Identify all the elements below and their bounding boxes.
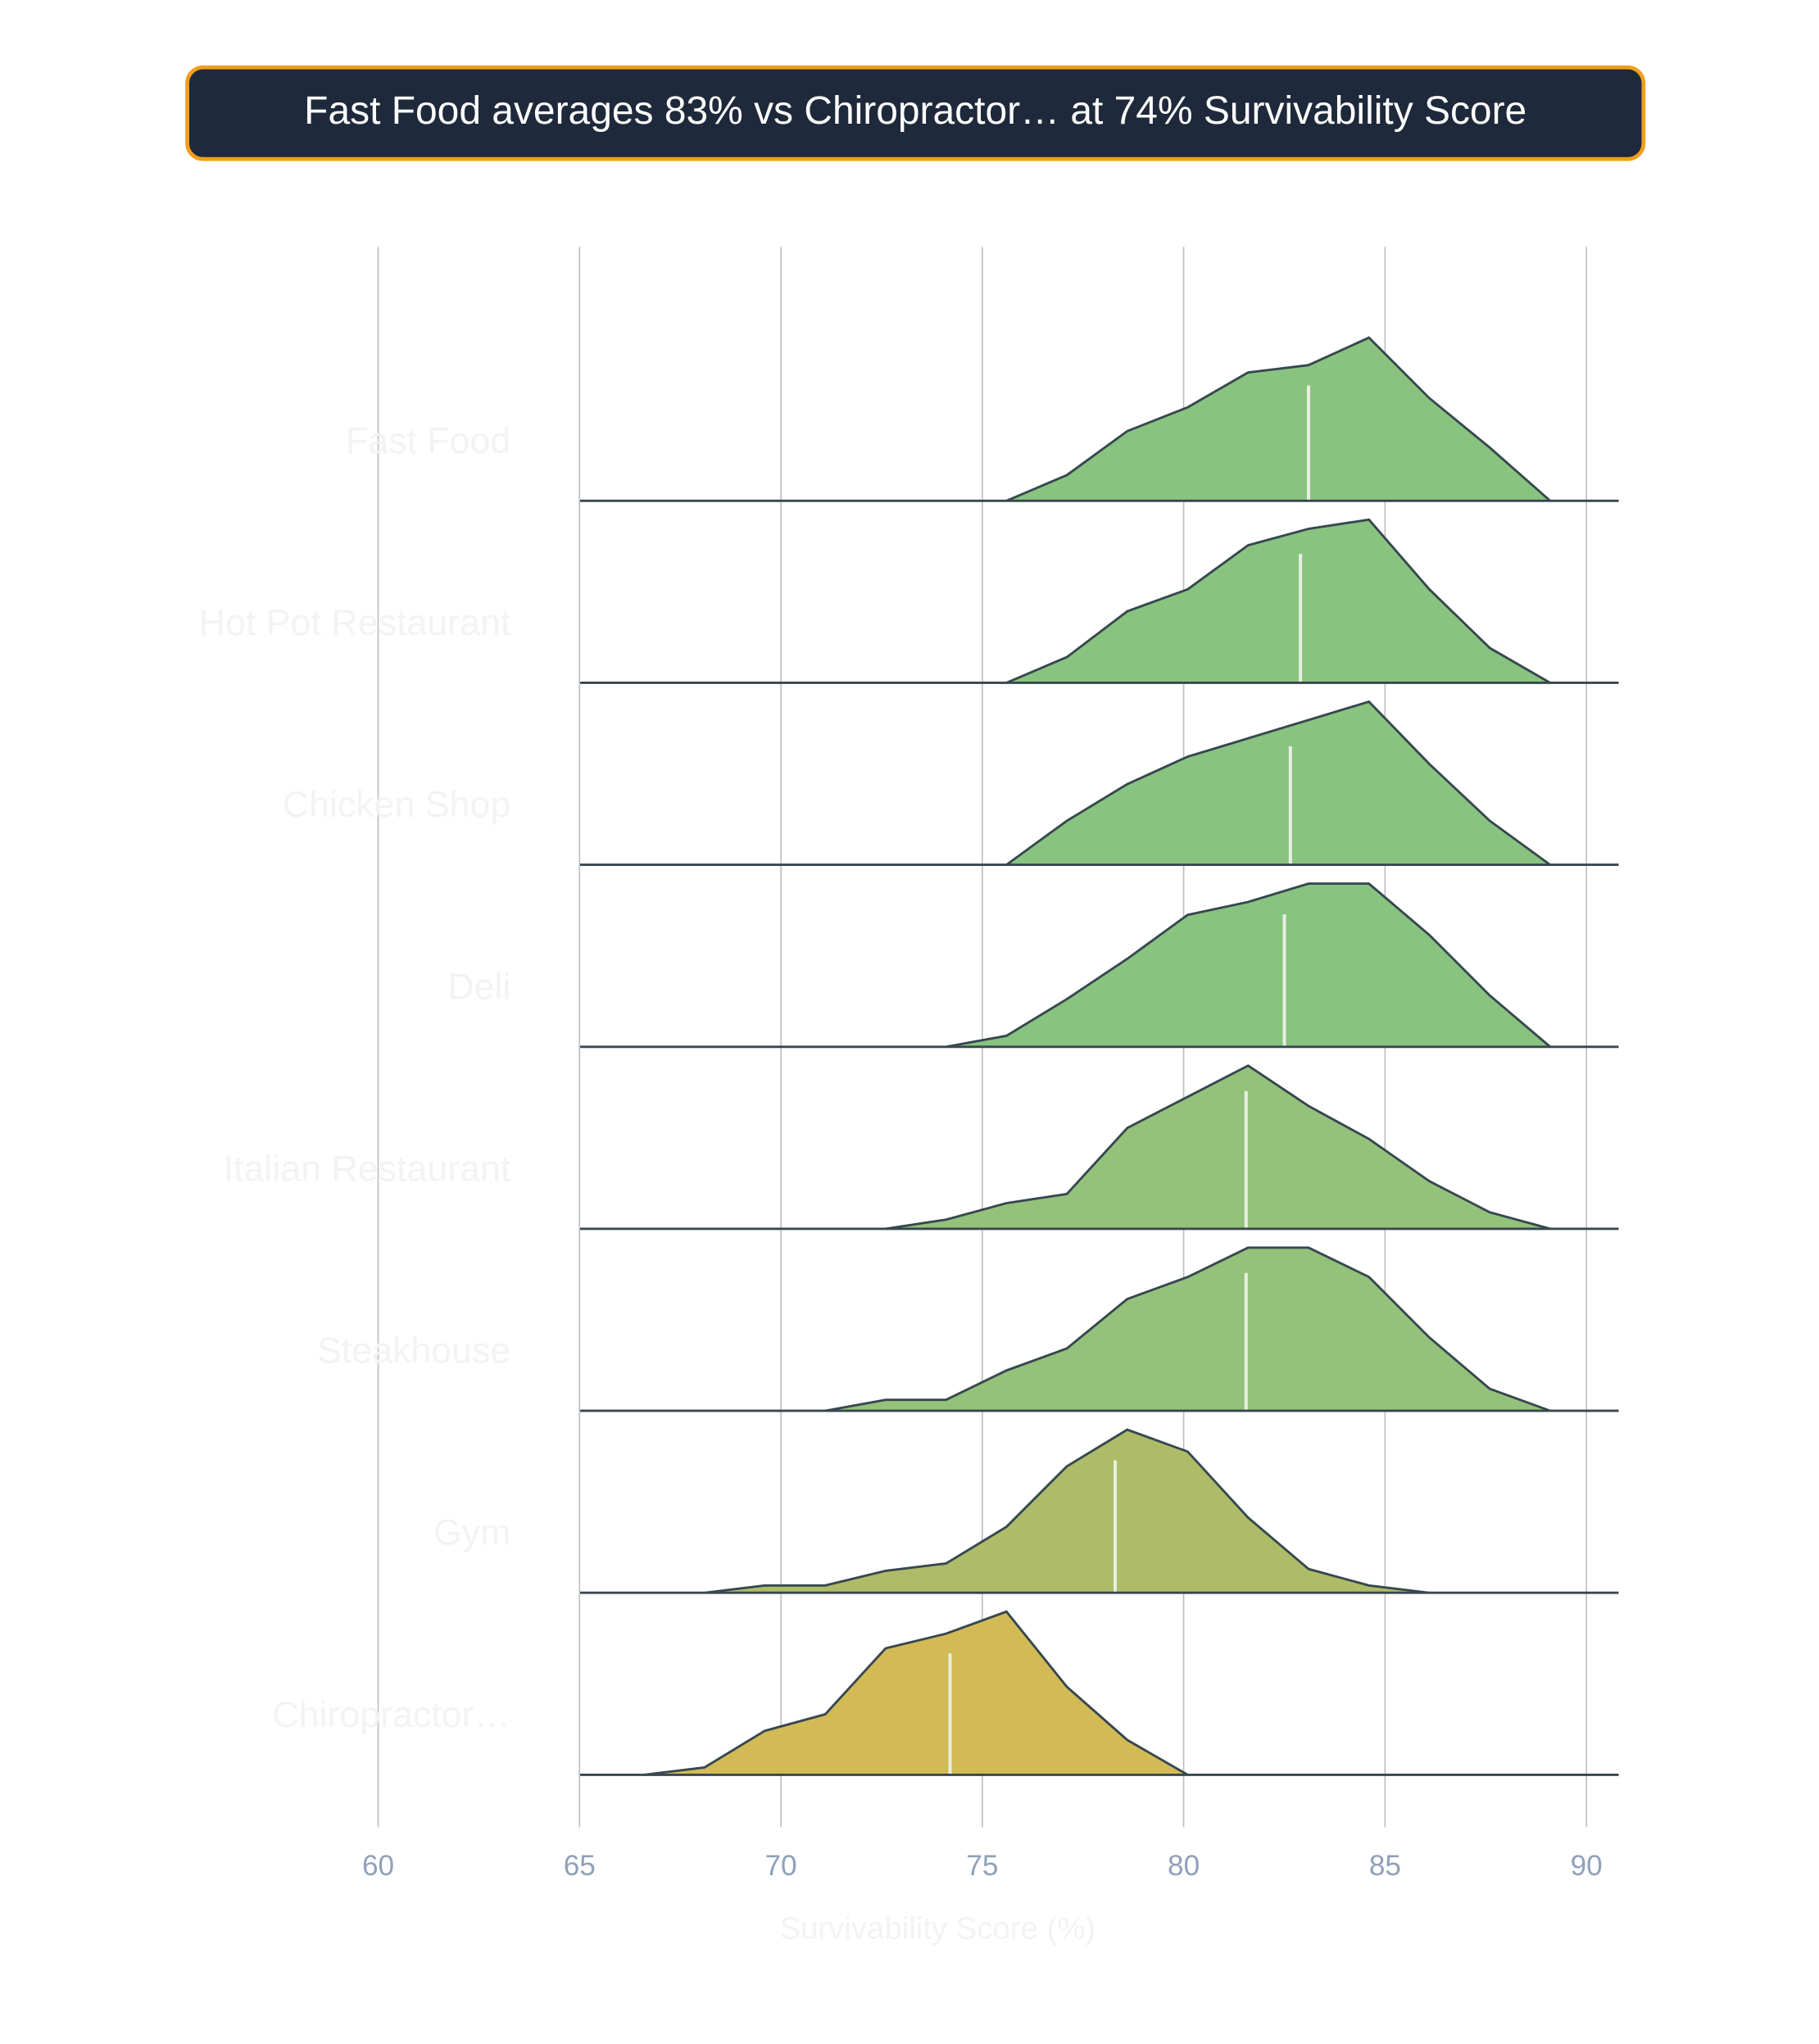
x-tick-label: 65 [564,1850,596,1882]
ridge-outline [1005,336,1551,502]
title-box [185,65,1646,161]
ridge-area [1006,338,1550,501]
category-label: Fast Food [346,420,510,461]
ridge-area [885,1065,1550,1229]
category-label: Chiropractor… [272,1694,510,1735]
ridge-outline [643,1610,1189,1776]
ridge-area [825,1247,1550,1412]
ridge-outline [824,1246,1551,1412]
category-label: Italian Restaurant [224,1148,511,1189]
x-tick-label: 85 [1369,1850,1401,1882]
category-label: Steakhouse [317,1330,510,1371]
ridge-outline [1005,700,1551,866]
ridge-area [704,1430,1430,1593]
category-label: Hot Pot Restaurant [199,602,511,643]
x-tick-label: 70 [765,1850,797,1882]
ridge-area [946,883,1550,1047]
x-axis-title: Survivability Score (%) [780,1911,1096,1947]
ridge-outline [1005,518,1551,684]
x-tick-label: 80 [1168,1850,1200,1882]
category-label: Chicken Shop [283,784,511,825]
x-tick-label: 75 [966,1850,998,1882]
category-label: Deli [447,966,510,1007]
ridge-area [1006,519,1550,683]
ridge-area [1006,701,1550,865]
category-label: Gym [433,1512,510,1553]
x-tick-label: 90 [1571,1850,1603,1882]
ridge-outline [946,882,1551,1049]
x-tick-label: 60 [362,1850,394,1882]
chart-title: Fast Food averages 83% vs Chiropractor… … [304,89,1526,133]
ridge-outline [885,1064,1551,1230]
ridge-outline [704,1428,1430,1594]
ridge-area [643,1611,1188,1775]
